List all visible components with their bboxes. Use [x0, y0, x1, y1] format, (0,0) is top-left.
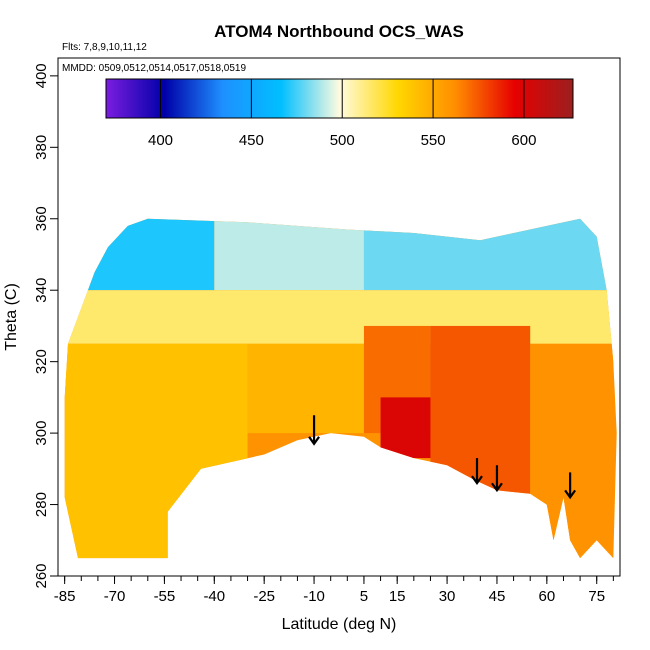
field-cell	[64, 343, 248, 559]
colorbar-tick-label: 600	[511, 132, 536, 149]
colorbar-tick-label: 550	[421, 132, 446, 149]
x-tick-label: -10	[303, 588, 325, 605]
y-axis: 260 280 300 320 340 360 380 400	[33, 63, 58, 589]
colorbar-tick-label: 500	[330, 132, 355, 149]
x-tick-label: -25	[253, 588, 275, 605]
data-layer	[64, 218, 617, 559]
field-layer	[64, 218, 617, 559]
chart-title: ATOM4 Northbound OCS_WAS	[214, 22, 464, 41]
colorbar-tick-label: 450	[239, 132, 264, 149]
colorbar-strip	[105, 78, 574, 119]
arrow-marker	[471, 458, 483, 486]
y-axis-label: Theta (C)	[3, 283, 20, 351]
plot-frame	[57, 57, 621, 577]
flights-annotation: Flts: 7,8,9,10,11,12	[62, 42, 147, 53]
y-tick-label: 260	[33, 563, 50, 588]
x-axis-label: Latitude (deg N)	[282, 616, 397, 633]
colorbar-tick-label: 400	[148, 132, 173, 149]
x-axis: -85 -70 -55 -40 -25 -10 5 15 30 45 60 75	[54, 576, 614, 605]
field-cell	[64, 218, 215, 291]
field-cell	[530, 343, 614, 559]
field-cell	[214, 218, 364, 291]
y-tick-label: 300	[33, 421, 50, 446]
arrow-layer	[308, 415, 577, 500]
y-tick-label: 380	[33, 135, 50, 160]
field-cell	[380, 397, 431, 459]
x-tick-label: 15	[389, 588, 406, 605]
arrow-marker	[564, 472, 577, 500]
field-cell	[64, 290, 614, 344]
mmdd-annotation: MMDD: 0509,0512,0514,0517,0518,0519	[62, 63, 246, 74]
x-tick-label: -85	[54, 588, 76, 605]
x-tick-label: 5	[360, 588, 368, 605]
x-tick-label: -70	[104, 588, 126, 605]
y-tick-label: 320	[33, 349, 50, 374]
x-tick-label: 60	[538, 588, 555, 605]
x-tick-label: 75	[588, 588, 605, 605]
y-tick-label: 340	[33, 278, 50, 303]
y-tick-label: 360	[33, 206, 50, 231]
y-tick-label: 280	[33, 492, 50, 517]
x-tick-label: 30	[439, 588, 456, 605]
arrow-marker	[308, 415, 320, 446]
y-tick-label: 400	[33, 63, 50, 88]
x-tick-label: 45	[489, 588, 506, 605]
colorbar: 400 450 500 550 600	[105, 78, 574, 149]
x-tick-label: -40	[203, 588, 225, 605]
field-cell	[247, 343, 364, 434]
x-tick-label: -55	[154, 588, 176, 605]
arrow-marker	[491, 465, 503, 493]
field-cell	[363, 218, 614, 291]
